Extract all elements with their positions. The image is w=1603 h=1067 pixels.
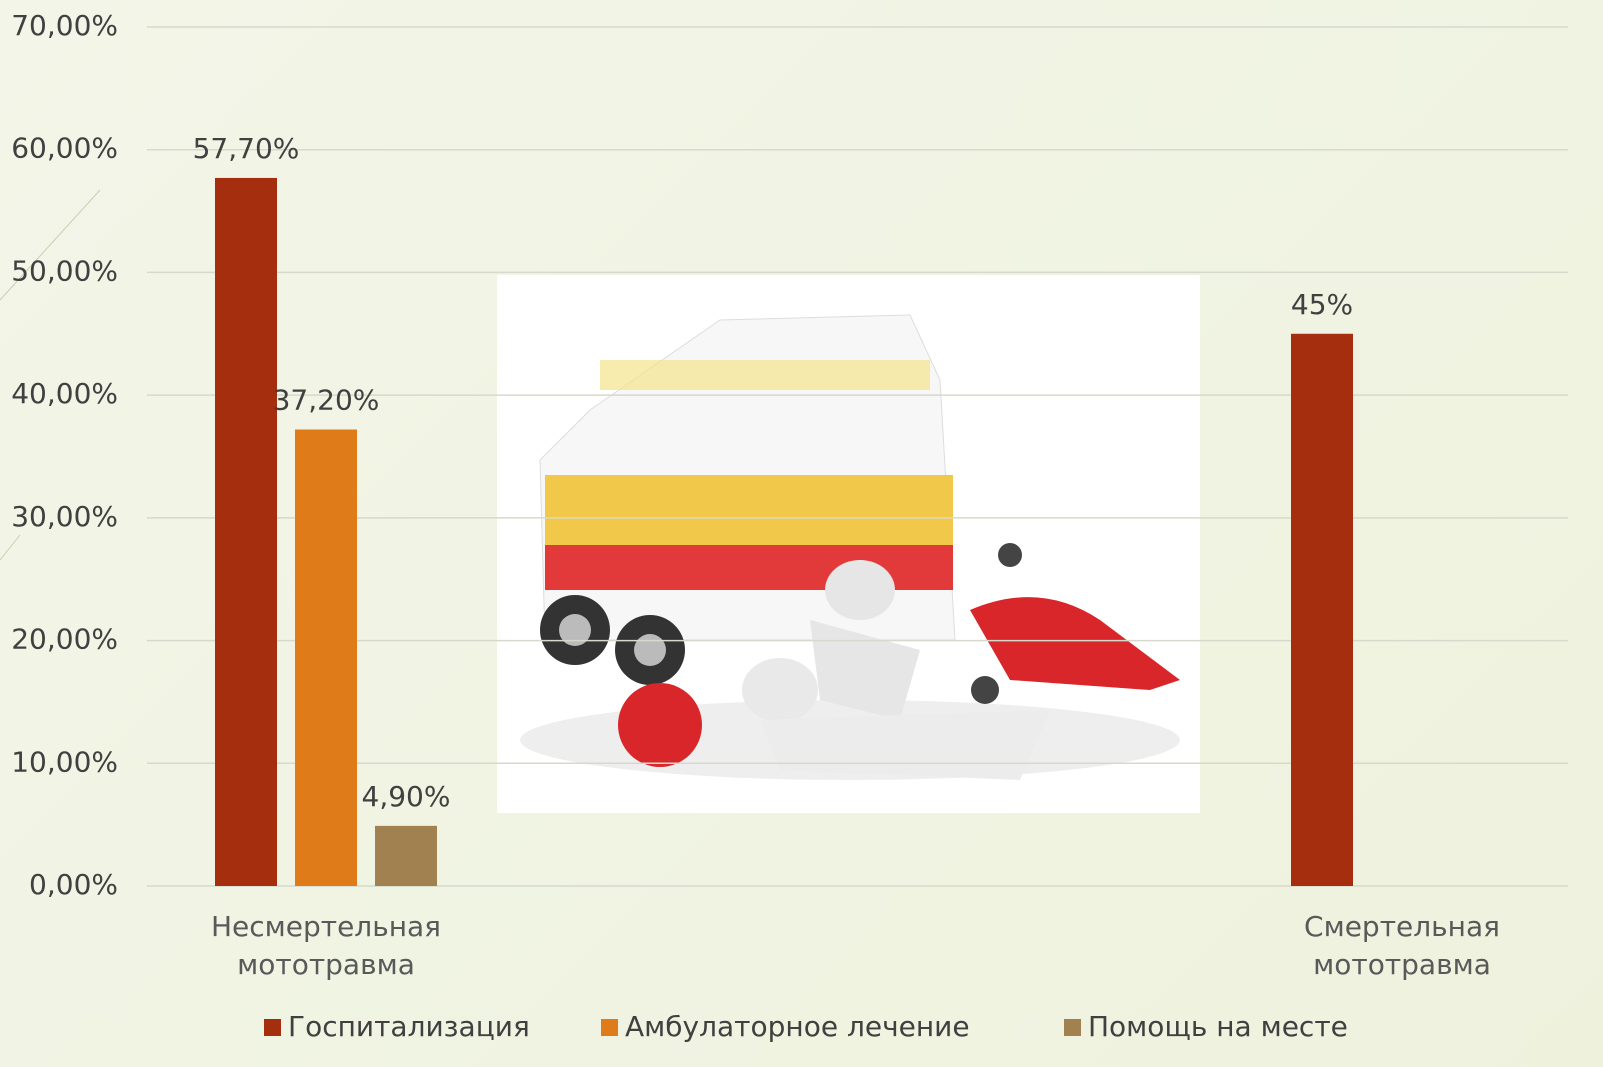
- data-label: 57,70%: [193, 132, 300, 165]
- decor-line: [0, 189, 101, 301]
- illustration: [497, 275, 1200, 813]
- bar: [1291, 333, 1353, 886]
- legend-label: Амбулаторное лечение: [625, 1010, 970, 1043]
- y-tick-label: 50,00%: [11, 254, 118, 287]
- x-tick-label: Смертельная мототравма: [1304, 910, 1500, 981]
- y-tick-label: 0,00%: [29, 868, 118, 901]
- decor-line: [0, 534, 21, 561]
- y-tick-label: 60,00%: [11, 132, 118, 165]
- data-label: 4,90%: [362, 780, 451, 813]
- y-tick-label: 40,00%: [11, 377, 118, 410]
- bar: [375, 825, 437, 886]
- data-label: 45%: [1291, 288, 1353, 321]
- legend-label: Помощь на месте: [1088, 1010, 1348, 1043]
- legend-label: Госпитализация: [288, 1010, 530, 1043]
- y-tick-label: 70,00%: [11, 9, 118, 42]
- legend-swatch: [264, 1019, 281, 1036]
- legend-swatch: [601, 1019, 618, 1036]
- y-tick-label: 10,00%: [11, 745, 118, 778]
- x-tick-label: Несмертельная мототравма: [210, 910, 442, 981]
- legend-swatch: [1064, 1019, 1081, 1036]
- y-tick-label: 30,00%: [11, 500, 118, 533]
- y-tick-label: 20,00%: [11, 623, 118, 656]
- bar: [295, 429, 357, 886]
- bar: [215, 177, 277, 886]
- data-label: 37,20%: [273, 384, 380, 417]
